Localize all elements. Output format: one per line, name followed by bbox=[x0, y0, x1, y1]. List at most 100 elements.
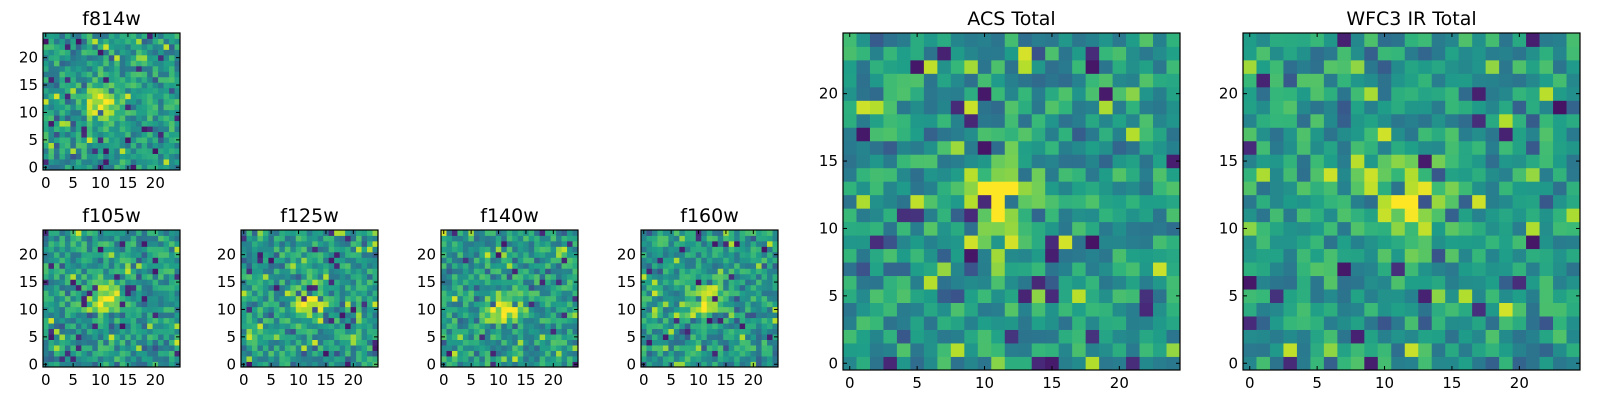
heatmap-cell bbox=[86, 301, 93, 308]
heatmap-cell bbox=[1269, 194, 1284, 209]
heatmap-cell bbox=[152, 262, 159, 269]
heatmap-cell bbox=[1269, 33, 1284, 47]
heatmap-cell bbox=[262, 257, 269, 264]
heatmap-cell bbox=[163, 54, 170, 61]
heatmap-cell bbox=[706, 251, 713, 258]
heatmap-cell bbox=[130, 356, 137, 362]
heatmap-cell bbox=[964, 221, 979, 236]
heatmap-cell bbox=[1323, 356, 1338, 371]
heatmap-cell bbox=[1139, 100, 1154, 115]
heatmap-cell bbox=[950, 154, 965, 169]
heatmap-cell bbox=[1323, 262, 1338, 277]
heatmap-cell bbox=[1553, 221, 1567, 236]
heatmap-cell bbox=[717, 345, 724, 351]
heatmap-cell bbox=[1296, 33, 1311, 47]
heatmap-cell bbox=[1058, 113, 1073, 128]
heatmap-cell bbox=[1166, 59, 1181, 74]
heatmap-cell bbox=[64, 328, 71, 335]
heatmap-cell bbox=[1004, 46, 1019, 61]
heatmap-cell bbox=[130, 153, 137, 160]
heatmap-cell bbox=[141, 356, 148, 362]
heatmap-cell bbox=[977, 33, 992, 47]
heatmap-cell bbox=[937, 208, 952, 223]
heatmap-cell bbox=[690, 356, 697, 362]
heatmap-cell bbox=[1323, 33, 1338, 47]
heatmap-cell bbox=[59, 71, 66, 78]
heatmap-cell bbox=[48, 339, 55, 346]
heatmap-cell bbox=[772, 262, 779, 269]
heatmap-cell bbox=[506, 235, 513, 242]
heatmap-cell bbox=[257, 323, 264, 330]
heatmap-cell bbox=[534, 279, 541, 286]
heatmap-cell bbox=[1337, 289, 1352, 303]
heatmap-cell bbox=[484, 273, 491, 280]
heatmap-cell bbox=[517, 290, 524, 297]
heatmap-cell bbox=[70, 43, 77, 50]
heatmap-cell bbox=[328, 235, 335, 242]
heatmap-cell bbox=[1377, 221, 1392, 236]
heatmap-cell bbox=[523, 323, 530, 330]
heatmap-cell bbox=[136, 295, 143, 302]
heatmap-cell bbox=[679, 284, 686, 291]
heatmap-cell bbox=[1350, 208, 1365, 223]
heatmap-cell bbox=[883, 329, 898, 344]
heatmap-cell bbox=[64, 262, 71, 269]
heatmap-cell bbox=[350, 246, 357, 253]
heatmap-cell bbox=[301, 312, 308, 319]
heatmap-cell bbox=[937, 100, 952, 115]
heatmap-cell bbox=[739, 301, 746, 308]
heatmap-cell bbox=[257, 312, 264, 319]
heatmap-cell bbox=[361, 230, 368, 236]
heatmap-cell bbox=[328, 251, 335, 258]
heatmap-cell bbox=[119, 230, 126, 236]
heatmap-cell bbox=[312, 279, 319, 286]
heatmap-cell bbox=[103, 164, 110, 171]
heatmap-cell bbox=[64, 251, 71, 258]
x-tick-label: 10 bbox=[975, 374, 994, 392]
heatmap-cell bbox=[301, 361, 308, 368]
heatmap-cell bbox=[1126, 59, 1140, 74]
y-tick-label: 0 bbox=[226, 355, 236, 373]
heatmap-cell bbox=[684, 284, 691, 291]
heatmap-cell bbox=[1085, 316, 1100, 330]
heatmap-cell bbox=[1499, 262, 1513, 277]
heatmap-cell bbox=[1112, 289, 1127, 303]
heatmap-cell bbox=[512, 273, 519, 280]
heatmap-cell bbox=[119, 126, 126, 133]
heatmap-cell bbox=[501, 240, 508, 247]
heatmap-cell bbox=[43, 350, 49, 357]
heatmap-cell bbox=[108, 87, 115, 94]
heatmap-cell bbox=[108, 235, 115, 242]
heatmap-cell bbox=[1153, 59, 1167, 74]
heatmap-cell bbox=[1418, 181, 1433, 196]
heatmap-cell bbox=[1112, 127, 1127, 142]
heatmap-cell bbox=[284, 323, 291, 330]
heatmap-cell bbox=[53, 268, 60, 275]
heatmap-cell bbox=[345, 339, 351, 346]
heatmap-cell bbox=[290, 273, 297, 280]
heatmap-cell bbox=[1004, 248, 1019, 263]
heatmap-cell bbox=[1243, 113, 1257, 128]
heatmap-cell bbox=[97, 82, 104, 89]
heatmap-cell bbox=[284, 290, 291, 297]
heatmap-cell bbox=[48, 268, 55, 275]
heatmap-cell bbox=[717, 262, 724, 269]
heatmap-cell bbox=[883, 194, 898, 209]
heatmap-cell bbox=[717, 273, 724, 280]
heatmap-cell bbox=[572, 323, 579, 330]
heatmap-cell bbox=[1166, 262, 1181, 277]
heatmap-cell bbox=[108, 104, 115, 111]
heatmap-cell bbox=[141, 290, 148, 297]
heatmap-cell bbox=[119, 235, 126, 242]
heatmap-cell bbox=[523, 301, 530, 308]
heatmap-cell bbox=[923, 73, 938, 88]
heatmap-cell bbox=[1377, 181, 1392, 196]
heatmap-cell bbox=[64, 104, 71, 111]
heatmap-cell bbox=[158, 230, 164, 236]
heatmap-cell bbox=[64, 164, 71, 171]
heatmap-cell bbox=[169, 153, 175, 160]
heatmap-cell bbox=[92, 71, 99, 78]
heatmap-cell bbox=[977, 235, 992, 250]
heatmap-cell bbox=[174, 328, 181, 335]
heatmap-cell bbox=[761, 350, 768, 357]
